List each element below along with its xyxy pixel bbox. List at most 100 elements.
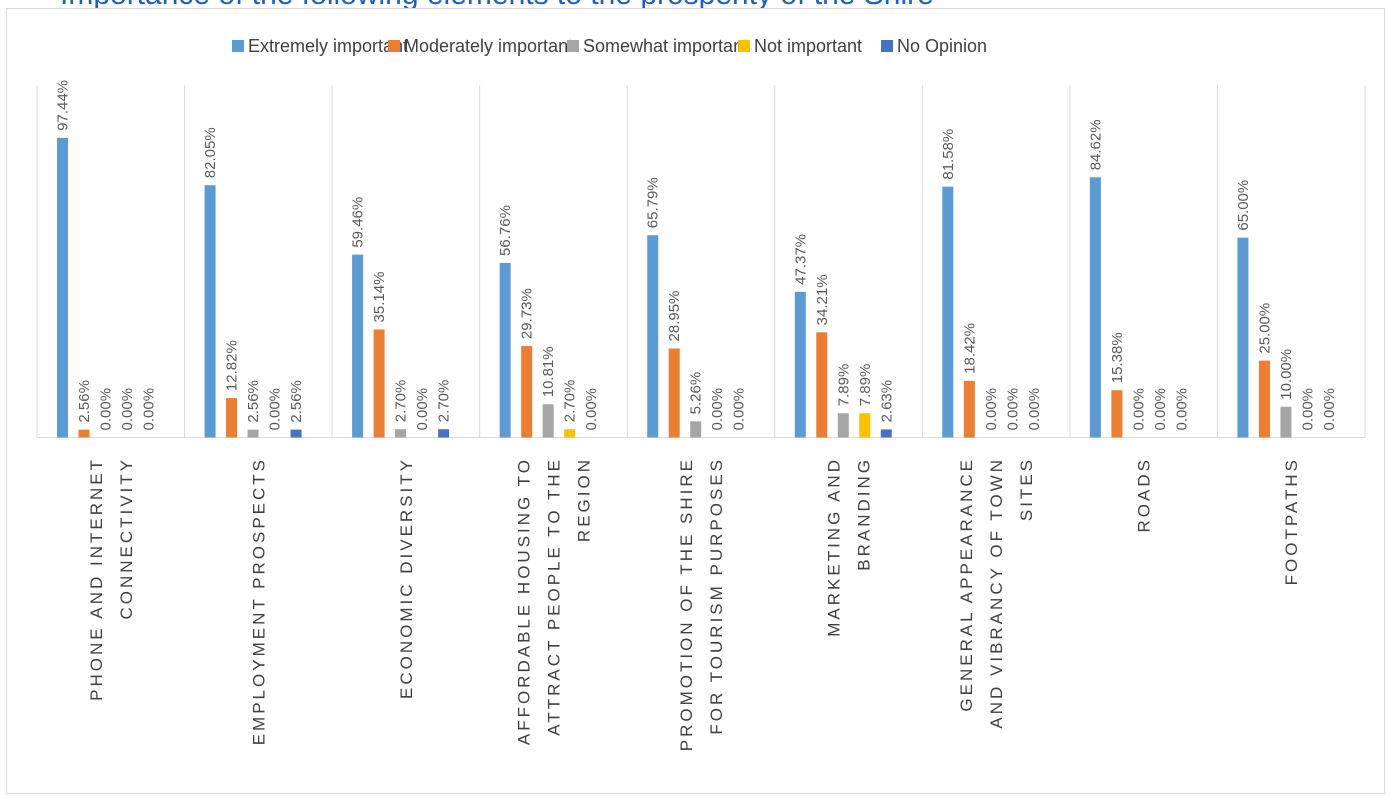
category-label-8: ROADS — [1135, 457, 1154, 532]
data-label-5-4: 0.00% — [709, 388, 726, 431]
category-label-4: REGION — [574, 457, 593, 542]
data-label-6-4: 7.89% — [857, 364, 874, 407]
data-label-3-3: 2.70% — [393, 380, 410, 423]
data-label-6-2: 34.21% — [814, 274, 831, 325]
data-label-1-1: 97.44% — [55, 80, 72, 131]
data-label-3-2: 35.14% — [371, 272, 388, 323]
data-label-3-4: 0.00% — [414, 388, 431, 431]
data-label-5-2: 28.95% — [666, 291, 683, 342]
legend-label-5: No Opinion — [897, 36, 987, 56]
bar-3-series-3 — [395, 429, 407, 438]
data-label-6-5: 2.63% — [878, 380, 895, 423]
data-label-7-4: 0.00% — [1004, 388, 1021, 431]
data-label-1-5: 0.00% — [141, 388, 158, 431]
data-label-7-2: 18.42% — [961, 323, 978, 374]
bar-6-series-5 — [880, 429, 892, 438]
category-label-4: ATTRACT PEOPLE TO THE — [544, 457, 563, 736]
data-label-2-3: 2.56% — [245, 380, 262, 423]
bar-2-series-3 — [247, 429, 259, 438]
data-label-2-1: 82.05% — [202, 127, 219, 178]
data-label-7-5: 0.00% — [1026, 388, 1043, 431]
category-label-7: SITES — [1017, 457, 1036, 521]
data-label-1-2: 2.56% — [76, 380, 93, 423]
data-label-5-5: 0.00% — [731, 388, 748, 431]
data-label-2-2: 12.82% — [224, 340, 241, 391]
bar-9-series-2 — [1258, 360, 1270, 438]
data-label-9-5: 0.00% — [1321, 388, 1338, 431]
category-label-1: CONNECTIVITY — [117, 457, 136, 620]
category-label-6: MARKETING AND — [825, 457, 844, 637]
data-label-8-5: 0.00% — [1173, 388, 1190, 431]
category-label-5: FOR TOURISM PURPOSES — [707, 457, 726, 735]
data-label-7-3: 0.00% — [983, 388, 1000, 431]
legend-swatch-1 — [232, 40, 244, 52]
chart-title-strip: Importance of the following elements to … — [0, 0, 1389, 8]
data-label-9-2: 25.00% — [1256, 303, 1273, 354]
data-label-4-3: 10.81% — [540, 346, 557, 397]
data-label-3-5: 2.70% — [436, 380, 453, 423]
bar-6-series-4 — [859, 413, 871, 438]
bar-5-series-1 — [647, 235, 659, 438]
data-label-1-3: 0.00% — [98, 388, 115, 431]
bar-2-series-2 — [226, 398, 238, 438]
data-label-6-1: 47.37% — [792, 234, 809, 285]
chart-title: Importance of the following elements to … — [60, 0, 1380, 8]
bar-3-series-5 — [438, 429, 450, 438]
data-label-4-4: 2.70% — [562, 380, 579, 423]
chart-frame — [6, 8, 1385, 794]
data-label-9-4: 0.00% — [1299, 388, 1316, 431]
bar-6-series-2 — [816, 332, 828, 438]
data-label-8-3: 0.00% — [1130, 388, 1147, 431]
legend-swatch-5 — [881, 40, 893, 52]
bar-6-series-3 — [837, 413, 849, 438]
bar-1-series-1 — [57, 137, 68, 438]
legend-label-3: Somewhat important — [583, 36, 748, 56]
bar-7-series-2 — [963, 380, 975, 438]
legend-swatch-4 — [738, 40, 750, 52]
bar-5-series-2 — [668, 348, 680, 438]
bar-8-series-2 — [1111, 390, 1123, 438]
category-label-5: PROMOTION OF THE SHIRE — [677, 457, 696, 751]
bar-9-series-1 — [1237, 237, 1249, 438]
category-label-6: BRANDING — [855, 457, 874, 571]
legend-swatch-2 — [388, 40, 400, 52]
data-label-5-3: 5.26% — [688, 372, 705, 415]
legend-label-1: Extremely important — [248, 36, 408, 56]
bar-7-series-1 — [942, 186, 954, 438]
bar-8-series-1 — [1089, 177, 1101, 438]
bar-9-series-3 — [1280, 406, 1292, 438]
category-label-2: EMPLOYMENT PROSPECTS — [249, 457, 268, 745]
data-label-6-3: 7.89% — [835, 364, 852, 407]
bar-4-series-1 — [499, 262, 511, 438]
data-label-2-5: 2.56% — [288, 380, 305, 423]
category-label-7: GENERAL APPEARANCE — [957, 457, 976, 712]
data-label-1-4: 0.00% — [119, 388, 136, 431]
legend-swatch-3 — [567, 40, 579, 52]
bar-2-series-1 — [204, 185, 216, 438]
data-label-4-2: 29.73% — [519, 288, 536, 339]
data-label-3-1: 59.46% — [350, 197, 367, 248]
bar-3-series-2 — [373, 329, 385, 438]
data-label-8-1: 84.62% — [1087, 119, 1104, 170]
category-label-3: ECONOMIC DIVERSITY — [397, 457, 416, 699]
data-label-7-1: 81.58% — [940, 129, 957, 180]
bar-1-series-2 — [78, 429, 90, 438]
data-label-4-1: 56.76% — [497, 205, 514, 256]
data-label-4-5: 0.00% — [583, 388, 600, 431]
bar-2-series-5 — [290, 429, 302, 438]
bar-6-series-1 — [794, 291, 806, 438]
category-label-1: PHONE AND INTERNET — [87, 457, 106, 701]
data-label-8-4: 0.00% — [1152, 388, 1169, 431]
legend-label-2: Moderately important — [404, 36, 573, 56]
bar-4-series-2 — [521, 346, 533, 438]
data-label-8-2: 15.38% — [1109, 332, 1126, 383]
data-label-5-1: 65.79% — [645, 177, 662, 228]
legend-label-4: Not important — [754, 36, 862, 56]
data-label-9-1: 65.00% — [1235, 180, 1252, 231]
bar-3-series-1 — [352, 254, 364, 438]
bar-4-series-4 — [564, 429, 576, 438]
bar-4-series-3 — [542, 404, 554, 438]
category-label-7: AND VIBRANCY OF TOWN — [987, 457, 1006, 729]
data-label-9-3: 10.00% — [1278, 349, 1295, 400]
